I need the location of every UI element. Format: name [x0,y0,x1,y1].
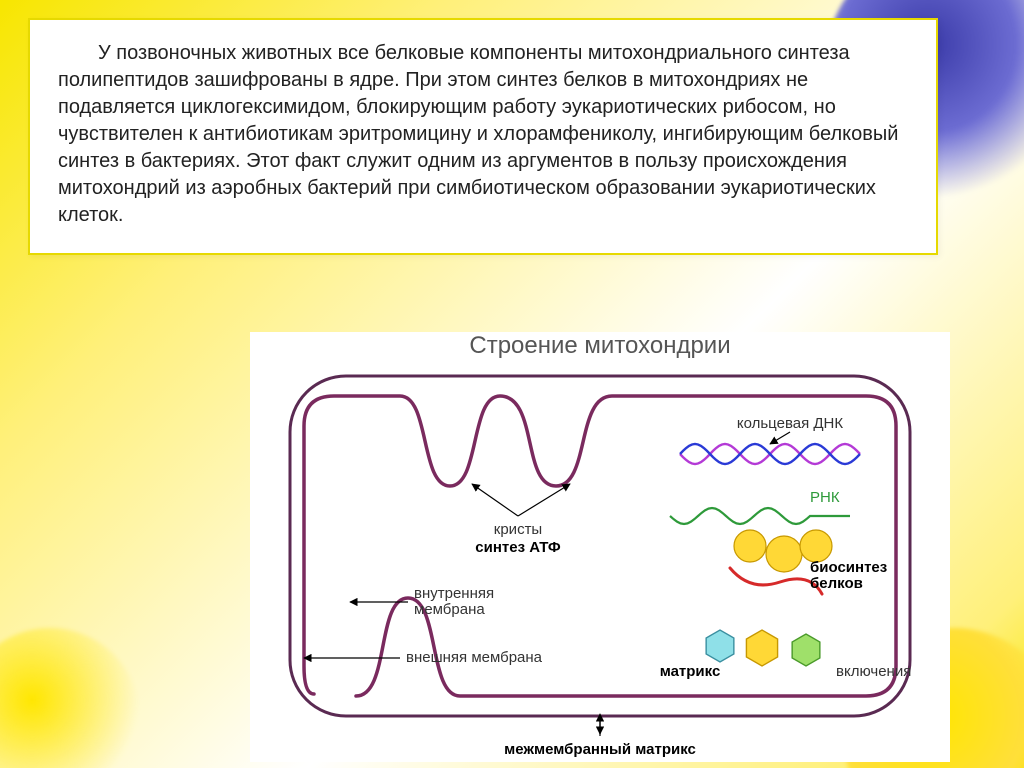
svg-text:РНК: РНК [810,489,840,506]
svg-text:включения: включения [836,663,911,680]
svg-text:белков: белков [810,575,863,592]
body-paragraph: У позвоночных животных все белковые комп… [58,40,908,229]
svg-text:внешняя мембрана: внешняя мембрана [406,649,543,666]
svg-text:межмембранный матрикс: межмембранный матрикс [504,741,696,758]
svg-text:синтез АТФ: синтез АТФ [475,539,561,556]
svg-text:внутренняя: внутренняя [414,585,494,602]
diagram-title: Строение митохондрии [250,332,950,360]
svg-text:мембрана: мембрана [414,601,485,618]
slide-stage: У позвоночных животных все белковые комп… [0,0,1024,768]
svg-text:матрикс: матрикс [660,663,721,680]
text-card: У позвоночных животных все белковые комп… [28,18,938,255]
mitochondrion-svg: кристысинтез АТФ внутренняямембрана внешня… [250,366,950,762]
svg-text:кольцевая ДНК: кольцевая ДНК [737,415,844,432]
svg-text:биосинтез: биосинтез [810,559,887,576]
svg-text:кристы: кристы [494,521,542,538]
mitochondrion-diagram: Строение митохондрии кристысинтез АТФ вну… [250,332,950,762]
decor-bottom-left [0,628,140,768]
